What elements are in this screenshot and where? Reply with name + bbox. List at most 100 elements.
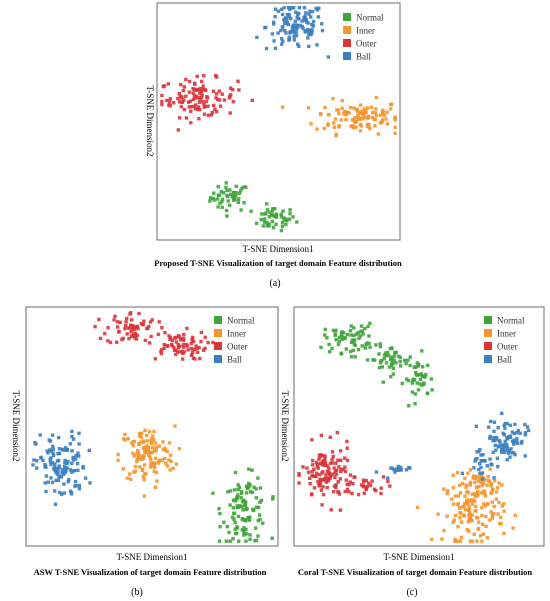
scatter-point-ball [482, 458, 487, 463]
panel-a: Normal Inner Outer Ball T-SNE Dimension1 T-… [145, 2, 402, 289]
scatter-point-normal [339, 351, 343, 355]
scatter-point-ball [31, 463, 35, 467]
scatter-point-ball [32, 458, 36, 462]
scatter-point-normal [382, 353, 387, 357]
y-axis-label-a: T-SNE Dimension2 [145, 86, 155, 157]
legend-swatch-normal [214, 316, 222, 324]
scatter-point-normal [337, 335, 342, 340]
scatter-point-inner [164, 461, 168, 465]
scatter-point-normal [220, 205, 224, 209]
scatter-point-outer [379, 491, 383, 496]
scatter-point-ball [505, 442, 509, 447]
scatter-point-outer [343, 465, 347, 469]
scatter-point-normal [345, 332, 349, 337]
scatter-point-inner [466, 471, 470, 475]
scatter-point-outer [348, 480, 352, 484]
scatter-point-normal [254, 526, 258, 530]
scatter-point-normal [353, 338, 357, 342]
scatter-point-outer [339, 458, 343, 462]
scatter-point-normal [228, 539, 232, 543]
scatter-point-normal [390, 363, 394, 367]
scatter-point-inner [358, 122, 362, 127]
scatter-point-outer [186, 100, 191, 104]
legend-label-normal: Normal [356, 13, 384, 23]
scatter-point-ball [63, 458, 67, 463]
scatter-point-ball [56, 469, 60, 474]
scatter-point-outer [364, 487, 368, 491]
scatter-point-ball [62, 482, 66, 486]
legend-swatch-inner [484, 329, 492, 337]
scatter-point-inner [168, 468, 172, 472]
scatter-point-inner [464, 485, 468, 489]
scatter-point-normal [208, 199, 212, 203]
scatter-point-normal [240, 491, 244, 495]
scatter-point-normal [218, 201, 222, 205]
scatter-point-outer [142, 319, 146, 323]
scatter-point-inner [473, 480, 477, 485]
scatter-point-ball [70, 429, 74, 433]
scatter-point-normal [218, 511, 222, 516]
scatter-point-normal [236, 514, 241, 519]
scatter-point-outer [339, 467, 343, 472]
scatter-point-ball [515, 440, 519, 444]
scatter-point-normal [245, 532, 249, 536]
scatter-point-outer [145, 326, 149, 331]
scatter-point-outer [315, 464, 319, 469]
scatter-point-ball [386, 476, 390, 480]
scatter-point-normal [391, 372, 396, 376]
scatter-point-inner [451, 486, 455, 490]
scatter-point-outer [166, 82, 170, 86]
scatter-point-normal [344, 347, 348, 351]
scatter-point-inner [352, 126, 356, 130]
scatter-point-inner [468, 483, 472, 487]
scatter-point-normal [224, 181, 228, 185]
scatter-point-inner [477, 484, 481, 489]
scatter-point-normal [333, 333, 337, 337]
scatter-point-outer [343, 489, 347, 494]
scatter-point-outer [217, 98, 222, 102]
scatter-point-outer [315, 471, 319, 475]
scatter-point-outer [193, 82, 197, 86]
scatter-point-normal [282, 216, 286, 220]
scatter-point-normal [237, 539, 241, 543]
scatter-point-inner [133, 464, 138, 469]
scatter-point-inner [358, 103, 363, 107]
scatter-point-normal [334, 328, 338, 332]
scatter-point-inner [152, 449, 157, 453]
scatter-point-outer [297, 481, 301, 485]
scatter-point-inner [456, 525, 460, 529]
scatter-point-inner [494, 490, 499, 494]
scatter-point-inner [157, 458, 162, 462]
scatter-point-inner [487, 479, 491, 483]
scatter-point-ball [44, 474, 49, 478]
scatter-point-inner [466, 490, 470, 495]
scatter-point-normal [392, 354, 397, 358]
scatter-point-normal [254, 505, 259, 509]
scatter-point-inner [388, 102, 393, 107]
scatter-point-ball [49, 449, 54, 453]
scatter-point-inner [152, 438, 156, 442]
scatter-point-outer [345, 487, 350, 492]
legend-label-outer: Outer [227, 342, 248, 352]
scatter-point-inner [169, 459, 173, 463]
scatter-point-normal [390, 355, 394, 359]
scatter-point-ball [53, 489, 57, 493]
scatter-point-inner [149, 457, 153, 462]
scatter-point-inner [380, 117, 385, 122]
scatter-point-inner [360, 109, 364, 114]
scatter-point-ball [54, 478, 58, 483]
scatter-point-outer [174, 340, 179, 344]
scatter-point-outer [108, 340, 113, 345]
scatter-point-ball [67, 477, 71, 482]
scatter-point-inner [489, 491, 493, 496]
scatter-point-inner [363, 115, 367, 119]
scatter-point-inner [153, 485, 158, 489]
scatter-point-ball [508, 455, 512, 459]
scatter-point-normal [330, 346, 334, 351]
scatter-point-normal [234, 191, 238, 195]
scatter-point-outer [106, 339, 110, 343]
scatter-point-ball [289, 16, 293, 21]
scatter-point-inner [332, 121, 336, 125]
scatter-point-ball [68, 468, 73, 472]
scatter-point-outer [297, 472, 301, 476]
